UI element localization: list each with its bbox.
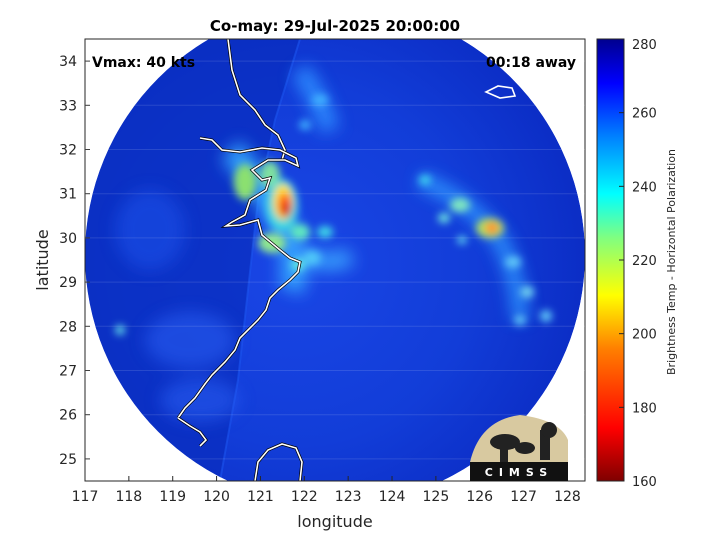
away-label: 00:18 away [486,55,576,71]
x-tick-label: 125 [423,489,450,505]
y-tick-label: 33 [59,98,77,114]
x-tick-label: 123 [335,489,362,505]
y-tick-label: 26 [59,408,77,424]
y-tick-label: 32 [59,143,77,159]
x-tick-label: 126 [466,489,493,505]
colorbar-ticks: 160 180 200 220 240 260 280 [619,38,657,490]
y-tick-label: 34 [59,54,77,70]
vmax-label: Vmax: 40 kts [92,55,195,71]
x-tick-label: 127 [510,489,537,505]
colorbar-label: Brightness Temp - Horizontal Polarizatio… [665,149,678,375]
y-tick-label: 25 [59,452,77,468]
cimss-logo: CIMSS [470,415,568,481]
y-tick-label: 27 [59,364,77,380]
colorbar-tick-label: 260 [632,107,657,122]
x-tick-label: 124 [379,489,406,505]
y-tick-label: 30 [59,231,77,247]
x-tick-label: 128 [554,489,581,505]
y-tick-label: 29 [59,275,77,291]
colorbar-tick-label: 240 [632,180,657,195]
coastline [124,39,579,481]
x-tick-label: 119 [159,489,186,505]
x-tick-label: 122 [291,489,318,505]
x-tick-label: 118 [115,489,142,505]
y-tick-label: 31 [59,187,77,203]
x-axis: 117 118 119 120 121 122 123 124 125 126 127 128 [72,476,581,505]
y-tick-label: 28 [59,319,77,335]
colorbar-tick-label: 180 [632,401,657,416]
colorbar-tick-label: 160 [632,475,657,490]
colorbar-tick-label: 280 [632,38,657,53]
x-tick-label: 117 [72,489,99,505]
y-axis-label: latitude [33,229,52,290]
plot-frame [84,38,586,482]
colorbar-tick-label: 220 [632,254,657,269]
x-axis-label: longitude [297,512,372,531]
cimss-logo-text: CIMSS [485,466,553,479]
x-tick-label: 121 [247,489,274,505]
x-tick-label: 120 [203,489,230,505]
colorbar-tick-label: 200 [632,328,657,343]
chart-title: Co-may: 29-Jul-2025 20:00:00 [210,17,460,35]
swath [85,39,585,481]
